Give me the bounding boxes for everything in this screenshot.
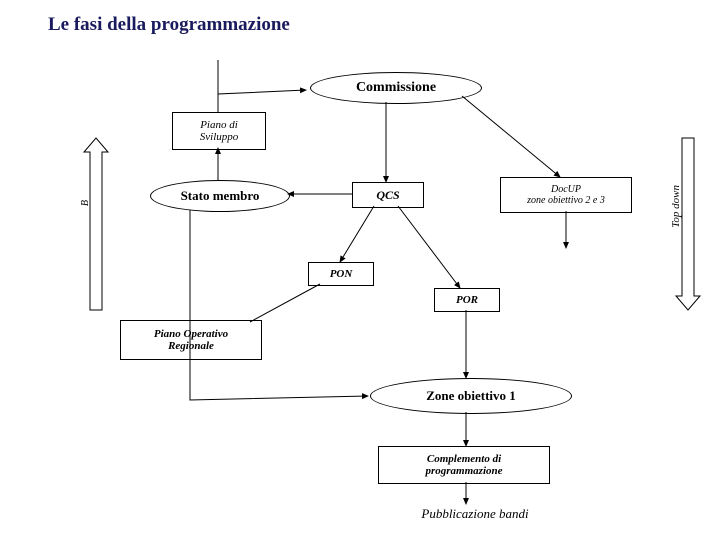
node-commissione: Commissione	[310, 72, 482, 104]
label-bottom-up: Bu	[80, 200, 102, 206]
node-piano-sviluppo: Piano diSviluppo	[172, 112, 266, 150]
node-stato-membro: Stato membro	[150, 180, 290, 212]
node-zone-ob1: Zone obiettivo 1	[370, 378, 572, 414]
node-pon: PON	[308, 262, 374, 286]
node-pubblicazione: Pubblicazione bandi	[390, 506, 560, 522]
label-top-down: Top down	[670, 185, 682, 228]
node-por: POR	[434, 288, 500, 312]
node-docup: DocUPzone obiettivo 2 e 3	[500, 177, 632, 213]
page-title: Le fasi della programmazione	[48, 14, 290, 36]
node-piano-op-reg: Piano OperativoRegionale	[120, 320, 262, 360]
node-complemento: Complemento diprogrammazione	[378, 446, 550, 484]
node-qcs: QCS	[352, 182, 424, 208]
